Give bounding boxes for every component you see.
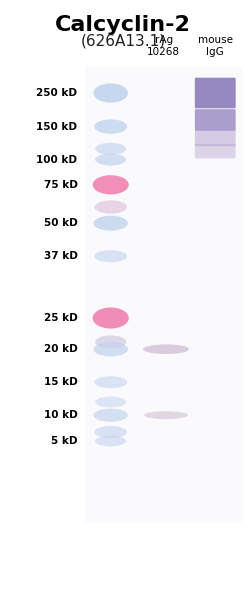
FancyBboxPatch shape [195,144,236,158]
Text: 37 kD: 37 kD [44,251,77,261]
Ellipse shape [143,344,189,354]
Text: rAg
10268: rAg 10268 [147,35,180,57]
Ellipse shape [94,376,127,388]
Ellipse shape [93,215,128,230]
Text: Calcyclin-2: Calcyclin-2 [55,15,191,35]
Text: 100 kD: 100 kD [36,155,77,164]
Ellipse shape [94,119,127,134]
Ellipse shape [94,426,127,438]
Text: 10 kD: 10 kD [44,410,77,420]
Text: 50 kD: 50 kD [44,218,77,228]
Text: 150 kD: 150 kD [36,122,77,131]
Text: 25 kD: 25 kD [44,313,77,323]
FancyBboxPatch shape [195,109,236,131]
Text: 75 kD: 75 kD [44,180,77,190]
Text: 15 kD: 15 kD [44,377,77,387]
Text: mouse
IgG: mouse IgG [198,35,233,57]
Text: 5 kD: 5 kD [51,436,77,446]
Ellipse shape [144,412,188,419]
Ellipse shape [93,307,129,329]
FancyBboxPatch shape [195,77,236,108]
Ellipse shape [95,397,126,407]
Ellipse shape [95,154,126,166]
Ellipse shape [95,436,126,446]
Ellipse shape [93,83,128,103]
Ellipse shape [93,409,128,422]
Text: 20 kD: 20 kD [44,344,77,354]
Text: 250 kD: 250 kD [36,88,77,98]
Ellipse shape [94,250,127,262]
Ellipse shape [95,143,126,155]
Ellipse shape [93,342,128,356]
Ellipse shape [94,200,127,214]
Ellipse shape [93,175,129,194]
FancyBboxPatch shape [85,67,242,522]
FancyBboxPatch shape [195,130,236,146]
Text: (626A13.1): (626A13.1) [80,33,166,48]
Ellipse shape [95,335,126,349]
